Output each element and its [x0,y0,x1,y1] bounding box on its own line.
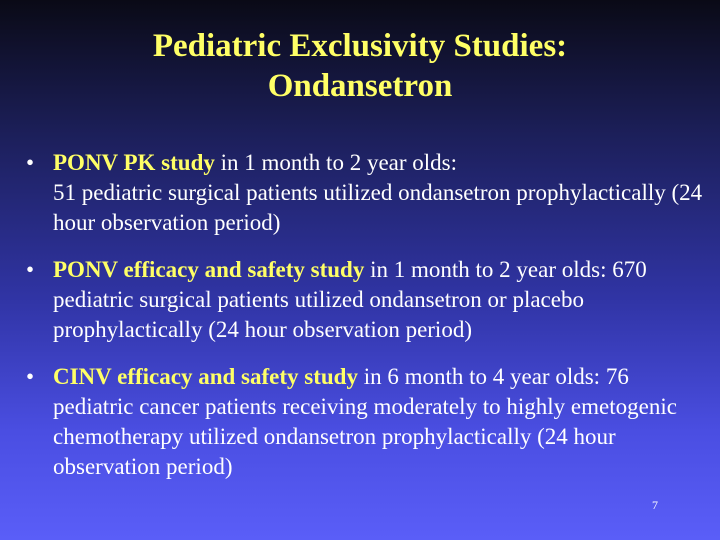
bullet-text-continued: 51 pediatric surgical patients utilized … [53,180,703,235]
bullet-text: in 1 month to 2 year olds: 670 pediatric… [53,257,647,342]
bullet-dot-icon: • [26,257,35,282]
bullet-list: • PONV PK study in 1 month to 2 year old… [26,148,706,499]
bullet-text: in 1 month to 2 year olds: [214,150,458,175]
bullet-lead: PONV PK study [53,150,215,175]
bullet-lead: PONV efficacy and safety study [53,257,365,282]
slide-title-line-1: Pediatric Exclusivity Studies: [152,28,568,64]
bullet-dot-icon: • [26,150,35,175]
bullet-dot-icon: • [26,364,35,389]
slide-title-line-2: Ondansetron [267,68,453,104]
bullet-item: • CINV efficacy and safety study in 6 mo… [26,362,706,482]
bullet-text: in 6 month to 4 year olds: 76 pediatric … [53,364,677,479]
slide-title: Pediatric Exclusivity Studies: Ondansetr… [0,26,720,106]
bullet-lead: CINV efficacy and safety study [53,364,358,389]
bullet-item: • PONV PK study in 1 month to 2 year old… [26,148,706,238]
bullet-item: • PONV efficacy and safety study in 1 mo… [26,255,706,345]
page-number: 7 [652,498,658,512]
